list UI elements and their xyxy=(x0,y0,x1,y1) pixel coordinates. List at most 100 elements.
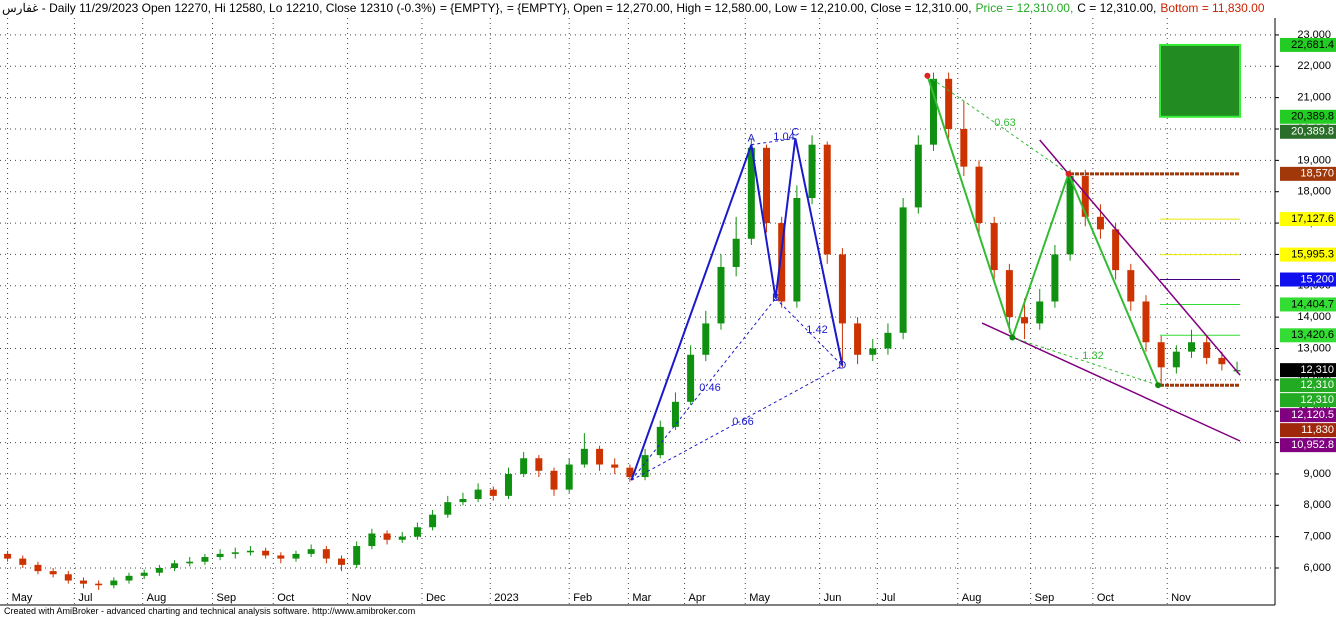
candle-body xyxy=(899,207,907,333)
candle-body xyxy=(307,549,315,554)
y-tick-label: 8,000 xyxy=(1303,499,1331,511)
price-tag-label: 18,570 xyxy=(1300,168,1334,180)
y-tick-label: 9,000 xyxy=(1303,468,1331,480)
ratio-label: 0.63 xyxy=(994,117,1015,129)
price-tag-label: 15,995.3 xyxy=(1291,248,1334,260)
pattern-line xyxy=(631,298,777,481)
candle-body xyxy=(763,147,771,224)
x-tick-label: Aug xyxy=(147,592,167,604)
chart: 6,0007,0008,0009,00010,00011,00012,00013… xyxy=(0,18,1336,606)
header: غفارس - Daily 11/29/2023 Open 12270, Hi … xyxy=(2,1,1269,15)
candle-body xyxy=(960,129,968,167)
price-tag-label: 14,404.7 xyxy=(1291,298,1334,310)
candle-body xyxy=(1051,254,1059,302)
candle-body xyxy=(854,323,862,355)
candle-body xyxy=(869,348,877,355)
candle-body xyxy=(641,455,649,478)
pattern-line xyxy=(774,138,797,299)
candle-body xyxy=(884,332,892,349)
candle-body xyxy=(140,572,148,576)
candle-body xyxy=(671,401,679,427)
x-tick-label: Oct xyxy=(1097,592,1114,604)
candle-body xyxy=(1096,216,1104,230)
candle-body xyxy=(1218,357,1226,365)
candle-body xyxy=(945,78,953,130)
candle-body xyxy=(808,144,816,198)
candle-body xyxy=(975,166,983,224)
candle-body xyxy=(838,254,846,324)
price-tag xyxy=(1280,124,1336,139)
y-tick-label: 23,000 xyxy=(1297,29,1331,41)
candle-body xyxy=(1021,317,1029,324)
x-tick-label: Oct xyxy=(277,592,294,604)
candle-body xyxy=(64,574,72,581)
candle-body xyxy=(292,553,300,559)
pattern-line xyxy=(750,144,777,299)
candle-body xyxy=(778,223,786,302)
candle-body xyxy=(1005,270,1013,318)
pattern-line xyxy=(775,297,843,367)
price-tag-label: 17,127.6 xyxy=(1291,213,1334,225)
pivot-marker xyxy=(1065,170,1072,177)
candle-body xyxy=(914,144,922,208)
candle-body xyxy=(49,571,57,575)
candle-body xyxy=(201,557,209,562)
ratio-label: 1.04 xyxy=(773,131,794,143)
pattern-line xyxy=(927,75,1069,175)
pattern-line xyxy=(751,137,796,146)
ratio-label: 0.46 xyxy=(699,382,720,394)
candle-body xyxy=(565,464,573,490)
candle-body xyxy=(474,489,482,500)
candle-body xyxy=(1157,342,1165,368)
candle-body xyxy=(717,266,725,324)
pivot-marker xyxy=(1155,382,1162,389)
price-tag xyxy=(1280,212,1336,227)
price-tag xyxy=(1280,408,1336,423)
y-tick-label: 18,000 xyxy=(1297,186,1331,198)
candle-body xyxy=(1203,342,1211,358)
x-tick-label: Jun xyxy=(824,592,842,604)
price-tag xyxy=(1280,363,1336,378)
candle-body xyxy=(4,553,12,559)
price-tag xyxy=(1280,37,1336,52)
pattern-line xyxy=(794,138,844,366)
title-part: = {EMPTY}, Open = 12,270.00, High = 12,5… xyxy=(506,1,972,15)
candle-body xyxy=(702,323,710,355)
price-tag xyxy=(1280,328,1336,343)
pattern-point-label: A xyxy=(748,133,756,145)
y-tick-label: 14,000 xyxy=(1297,311,1331,323)
y-tick-label: 13,000 xyxy=(1297,342,1331,354)
title-part: C = 12,310.00, xyxy=(1077,1,1157,15)
pattern-line xyxy=(1011,173,1070,338)
pattern-point-label: B xyxy=(772,292,779,304)
x-tick-label: Nov xyxy=(1171,592,1191,604)
candle-body xyxy=(1081,176,1089,217)
candle-body xyxy=(823,144,831,255)
title-part: Price = 12,310.00, xyxy=(975,1,1074,15)
price-tag xyxy=(1280,297,1336,312)
candle-body xyxy=(216,553,224,558)
candle-body xyxy=(429,514,437,528)
candle-body xyxy=(1066,176,1074,255)
price-tag-label: 20,389.8 xyxy=(1291,126,1334,138)
candle-body xyxy=(611,464,619,468)
title-part: غفارس - Daily 11/29/2023 Open 12270, Hi … xyxy=(2,1,436,15)
candle-body xyxy=(155,567,163,573)
candle-body xyxy=(322,549,330,559)
candle-body xyxy=(929,78,937,145)
candle-body xyxy=(1142,301,1150,343)
candle-body xyxy=(1112,229,1120,271)
candle-body xyxy=(687,354,695,402)
candle-body xyxy=(231,552,239,554)
target-box xyxy=(1159,43,1241,118)
candle-body xyxy=(34,564,42,572)
x-tick-label: Sep xyxy=(217,592,237,604)
pattern-point-label: D xyxy=(838,360,846,372)
candle-body xyxy=(353,546,361,565)
price-tag xyxy=(1280,378,1336,393)
candle-body xyxy=(793,197,801,302)
y-tick-label: 6,000 xyxy=(1303,562,1331,574)
y-tick-label: 7,000 xyxy=(1303,531,1331,543)
candle-body xyxy=(171,563,179,568)
